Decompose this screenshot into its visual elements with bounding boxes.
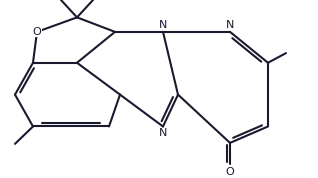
Text: N: N bbox=[159, 128, 167, 138]
Text: N: N bbox=[159, 20, 167, 30]
Text: N: N bbox=[226, 20, 234, 30]
Text: O: O bbox=[226, 167, 234, 177]
Text: O: O bbox=[33, 27, 41, 37]
Text: N: N bbox=[159, 20, 167, 30]
